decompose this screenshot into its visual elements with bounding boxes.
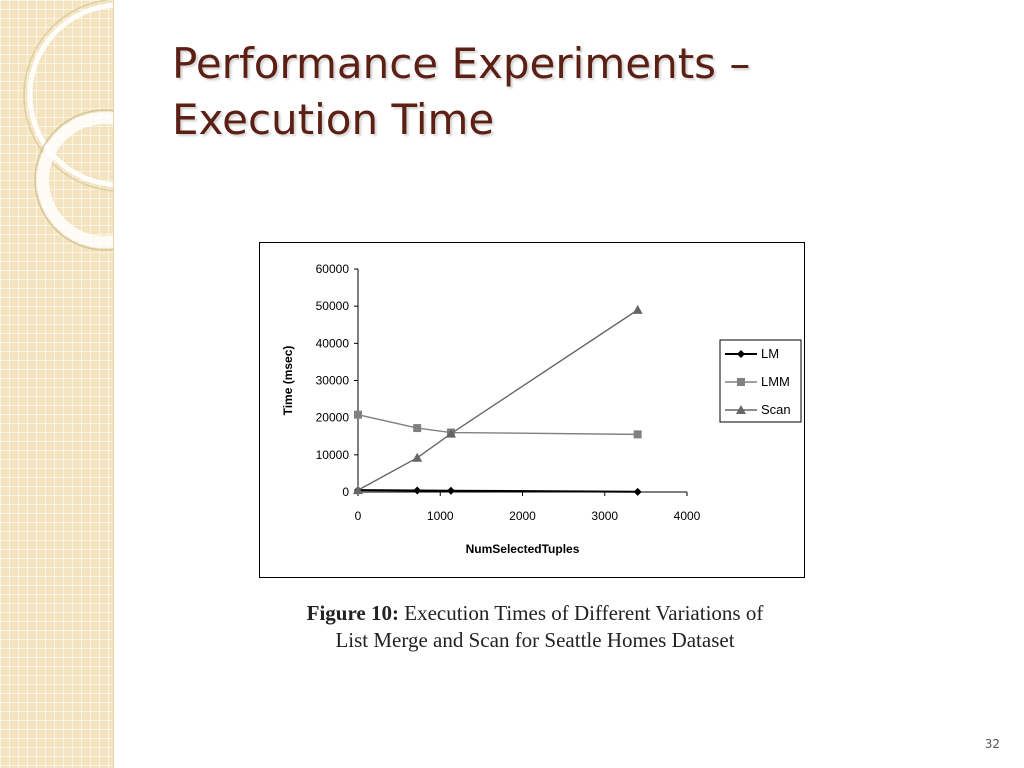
y-tick-label: 50000: [316, 299, 350, 313]
slide-title: Performance Experiments – Execution Time: [172, 36, 972, 148]
slide-title-line-2: Execution Time: [172, 95, 495, 144]
data-point-scan: [632, 304, 643, 314]
x-tick-label: 0: [355, 509, 362, 523]
data-point-lm: [633, 487, 642, 496]
y-tick-label: 10000: [316, 448, 350, 462]
line-chart: 0 10000 20000 30000 40000 50000 60000 0 1000 2000…: [281, 262, 802, 556]
legend-swatch-marker: [737, 350, 745, 358]
decorative-side-strip: [0, 0, 114, 768]
legend-entry-lmm: LMM: [761, 374, 790, 389]
caption-first-line: Figure 10: Execution Times of Different …: [259, 600, 811, 627]
data-point-scan: [353, 485, 363, 495]
figure-caption: Figure 10: Execution Times of Different …: [259, 600, 811, 654]
y-tick-label: 30000: [316, 374, 350, 388]
y-tick-label: 0: [342, 485, 349, 499]
legend-swatch-marker: [737, 378, 745, 386]
y-axis-label: Time (msec): [281, 346, 295, 416]
series-line-lm: [357, 489, 638, 493]
caption-label: Figure 10:: [306, 601, 399, 625]
y-tick-label: 60000: [316, 262, 350, 276]
y-tick-label: 40000: [316, 336, 350, 350]
data-point-scan: [412, 452, 423, 462]
series-line-scan: [357, 309, 639, 491]
data-point-scan: [445, 428, 456, 438]
legend-swatch-marker: [736, 405, 746, 414]
y-tick-label: 20000: [316, 411, 350, 425]
x-tick-label: 2000: [509, 509, 536, 523]
x-axis-label: NumSelectedTuples: [466, 542, 580, 556]
data-point-lm: [413, 486, 422, 495]
data-point-lm: [446, 486, 455, 495]
x-tick-label: 1000: [427, 509, 454, 523]
x-tick-label: 4000: [674, 509, 701, 523]
legend-entry-scan: Scan: [761, 402, 791, 417]
page-number: 32: [984, 737, 1000, 751]
x-tick-label: 3000: [591, 509, 618, 523]
chart-figure: 0 10000 20000 30000 40000 50000 60000 0 1000 2000…: [259, 242, 805, 578]
caption-text-2: List Merge and Scan for Seattle Homes Da…: [335, 628, 735, 652]
series-line-lmm: [357, 414, 638, 436]
slide-title-line-1: Performance Experiments –: [172, 39, 751, 88]
legend-entry-lm: LM: [761, 346, 779, 361]
data-point-lmm: [633, 430, 642, 439]
caption-text-1: Execution Times of Different Variations …: [404, 601, 764, 625]
data-point-lmm: [413, 424, 422, 433]
data-point-lmm: [354, 410, 362, 419]
decorative-rings: [23, 0, 113, 251]
